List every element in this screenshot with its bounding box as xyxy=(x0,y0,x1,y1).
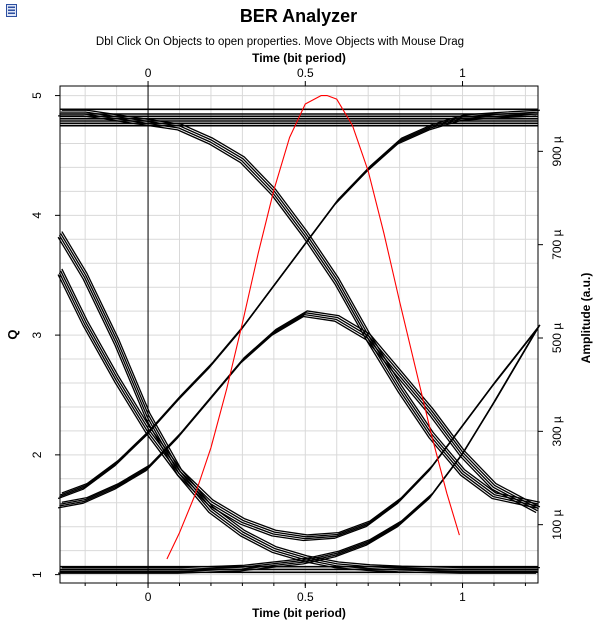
x-tick-label-top: 0 xyxy=(145,66,152,80)
eye-trace-eye-falling-high xyxy=(57,236,537,574)
eye-traces xyxy=(57,108,541,574)
y-tick-label-left: 4 xyxy=(30,212,44,219)
app-icon xyxy=(6,4,17,17)
eye-trace-eye-rising xyxy=(60,111,539,496)
window-title: BER Analyzer xyxy=(239,6,358,26)
y-tick-label-left: 2 xyxy=(30,451,44,458)
y-tick-label-right: 500 µ xyxy=(550,323,564,353)
eye-trace-eye-rising xyxy=(59,113,538,498)
x-tick-label-bottom: 0 xyxy=(145,590,152,604)
eye-trace-eye-falling-high xyxy=(61,231,540,569)
x-axis-label-bottom: Time (bit period) xyxy=(252,606,346,620)
eye-trace-eye-rising-low xyxy=(61,324,541,569)
eye-trace-eye-zero-one-zero xyxy=(57,315,537,514)
grid-lines xyxy=(60,86,538,583)
instruction-hint: Dbl Click On Objects to open properties.… xyxy=(95,36,465,48)
y-tick-label-right: 700 µ xyxy=(550,229,564,259)
y-tick-label-right: 100 µ xyxy=(550,509,564,539)
y-axis-label-right: Amplitude (a.u.) xyxy=(579,273,593,364)
y-tick-label-left: 1 xyxy=(30,571,44,578)
eye-trace-eye-falling-high xyxy=(58,234,538,572)
y-axis-label-left: Q xyxy=(5,329,20,339)
eye-trace-eye-falling xyxy=(60,111,539,505)
eye-trace-eye-rising xyxy=(57,115,537,500)
q-factor-curve xyxy=(166,95,460,560)
eye-trace-eye-one-zero-one xyxy=(58,272,538,540)
eye-trace-eye-rising xyxy=(61,109,540,494)
y-tick-label-right: 900 µ xyxy=(550,136,564,166)
y-tick-label-left: 3 xyxy=(30,331,44,338)
eye-trace-eye-falling xyxy=(61,109,541,503)
plot-frame xyxy=(59,85,539,584)
eye-trace-eye-zero-one-zero xyxy=(61,310,541,508)
x-tick-label-bottom: 1 xyxy=(459,590,466,604)
q-factor-curve-layer xyxy=(166,95,460,560)
axis-ticks: 0 0 0.5 0.5 1 1 1 2 3 4 5 100 µ 300 µ 500 µ 700 µ 900 µ xyxy=(30,66,564,604)
y-tick-label-left: 5 xyxy=(30,92,44,99)
eye-trace-eye-one-zero-one xyxy=(61,268,541,536)
eye-trace-eye-falling-high xyxy=(60,233,539,571)
y-tick-label-right: 300 µ xyxy=(550,416,564,446)
x-tick-label-top: 1 xyxy=(459,66,466,80)
eye-trace-eye-zero-one-zero xyxy=(59,314,538,512)
x-tick-label-top: 0.5 xyxy=(297,66,314,80)
eye-trace-eye-falling xyxy=(59,113,538,507)
eye-trace-eye-zero-one-zero xyxy=(60,312,539,510)
x-axis-label-top: Time (bit period) xyxy=(252,51,346,65)
eye-trace-eye-one-zero-one xyxy=(57,274,537,542)
eye-trace-eye-falling xyxy=(58,115,537,509)
x-tick-label-bottom: 0.5 xyxy=(297,590,314,604)
